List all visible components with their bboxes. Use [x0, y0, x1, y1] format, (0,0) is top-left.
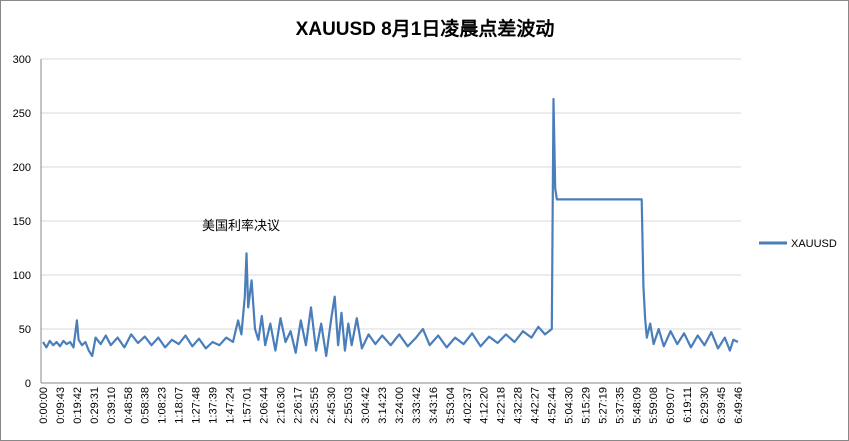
x-tick-label: 4:32:28 [513, 387, 525, 424]
x-tick-label: 4:02:37 [462, 387, 474, 424]
y-tick-label: 150 [13, 216, 31, 228]
x-tick-label: 2:45:30 [326, 387, 338, 424]
x-tick-label: 3:53:04 [445, 387, 457, 424]
y-tick-label: 100 [13, 270, 31, 282]
x-tick-label: 1:27:48 [191, 387, 203, 424]
x-tick-label: 0:39:10 [106, 387, 118, 424]
x-tick-label: 5:37:35 [614, 387, 626, 424]
x-tick-label: 4:22:18 [496, 387, 508, 424]
x-tick-label: 2:35:55 [309, 387, 321, 424]
x-tick-label: 5:27:19 [597, 387, 609, 424]
x-tick-label: 6:09:07 [665, 387, 677, 424]
x-tick-label: 1:47:24 [224, 387, 236, 424]
x-tick-label: 0:29:31 [89, 387, 101, 424]
x-tick-label: 2:55:03 [343, 387, 355, 424]
chart-title: XAUUSD 8月1日凌晨点差波动 [296, 17, 555, 40]
y-tick-label: 200 [13, 162, 31, 174]
x-tick-label: 5:04:30 [563, 387, 575, 424]
y-tick-label: 0 [25, 378, 31, 390]
y-tick-label: 250 [13, 108, 31, 120]
x-tick-label: 3:14:23 [377, 387, 389, 424]
x-tick-label: 6:19:11 [682, 387, 694, 423]
x-tick-label: 1:57:01 [241, 387, 253, 424]
x-tick-label: 5:48:09 [631, 387, 643, 424]
x-tick-label: 2:26:17 [292, 387, 304, 424]
x-tick-label: 0:09:43 [55, 387, 67, 424]
annotation-rate-decision: 美国利率决议 [202, 218, 280, 233]
x-tick-label: 1:37:39 [208, 387, 220, 424]
x-tick-label: 6:29:30 [699, 387, 711, 424]
y-tick-label: 300 [13, 54, 31, 66]
x-tick-label: 0:48:58 [123, 387, 135, 424]
x-tick-label: 3:43:16 [428, 387, 440, 424]
legend: XAUUSD [759, 238, 837, 250]
x-tick-label: 3:04:42 [360, 387, 372, 424]
x-tick-label: 4:52:44 [547, 387, 559, 424]
x-tick-label: 4:42:27 [530, 387, 542, 424]
legend-label: XAUUSD [791, 238, 837, 250]
x-tick-label: 0:00:00 [38, 387, 50, 424]
x-tick-label: 0:58:38 [140, 387, 152, 424]
x-tick-label: 2:16:30 [275, 387, 287, 424]
x-tick-label: 4:12:20 [479, 387, 491, 424]
x-tick-label: 5:15:29 [580, 387, 592, 424]
x-tick-label: 1:08:23 [157, 387, 169, 424]
x-tick-label: 0:19:42 [72, 387, 84, 424]
y-tick-label: 50 [19, 324, 31, 336]
x-tick-label: 6:39:45 [716, 387, 728, 424]
x-tick-label: 5:59:08 [648, 387, 660, 424]
x-tick-label: 2:06:44 [258, 387, 270, 424]
series-line-xauusd [42, 97, 739, 358]
x-tick-label: 6:49:46 [733, 387, 745, 424]
x-tick-label: 3:33:42 [411, 387, 423, 424]
x-tick-label: 3:24:00 [394, 387, 406, 424]
x-tick-label: 1:18:07 [174, 387, 186, 424]
